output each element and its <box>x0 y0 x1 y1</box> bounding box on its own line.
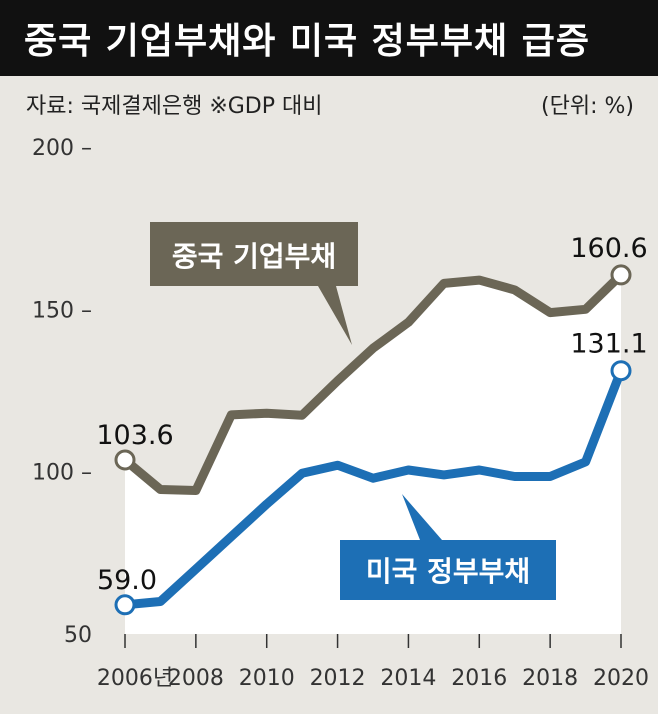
y-tick-label: 150 – <box>32 298 92 323</box>
china-series-label-box <box>150 222 358 345</box>
x-tick-label: 2012 <box>310 666 366 691</box>
x-tick-label: 2016 <box>451 666 507 691</box>
x-tick-label: 2008 <box>168 666 224 691</box>
china-end-value-label: 160.6 <box>570 233 647 264</box>
us-endpoint-marker <box>114 594 136 616</box>
x-tick-label: 2018 <box>522 666 578 691</box>
us-government-debt-line <box>120 366 626 610</box>
y-tick-label: 200 – <box>32 136 92 161</box>
china-endpoint-marker <box>610 264 632 286</box>
china-start-value-label: 103.6 <box>96 420 173 451</box>
us-series-label: 미국 정부부채 <box>366 555 530 588</box>
x-tick-label: 2020 <box>593 666 649 691</box>
china-series-label: 중국 기업부채 <box>172 240 336 273</box>
china-corporate-debt-line <box>120 270 626 495</box>
us-start-value-label: 59.0 <box>97 565 157 596</box>
title-bar: 중국 기업부채와 미국 정부부채 급증 <box>0 0 658 76</box>
x-tick-label: 2010 <box>239 666 295 691</box>
source-note: 자료: 국제결제은행 ※GDP 대비 <box>26 94 323 119</box>
us-series-label-box <box>340 494 556 600</box>
x-tick-label: 2014 <box>380 666 436 691</box>
y-tick-label: 50 <box>64 623 92 648</box>
x-tick-label: 2006년 <box>97 666 173 691</box>
us-end-value-label: 131.1 <box>570 329 647 360</box>
us-endpoint-marker <box>610 360 632 382</box>
y-tick-label: 100 – <box>32 461 92 486</box>
chart-title: 중국 기업부채와 미국 정부부채 급증 <box>24 21 590 62</box>
china-endpoint-marker <box>114 449 136 471</box>
unit-note: (단위: %) <box>541 94 634 119</box>
